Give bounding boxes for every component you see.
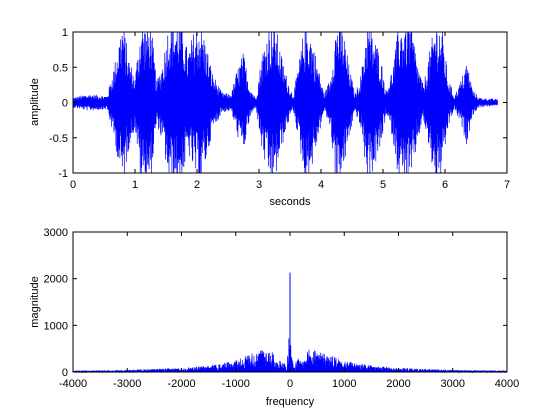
waveform-series [72, 31, 498, 174]
waveform-xtick-label: 5 [380, 179, 386, 191]
waveform-line [72, 31, 498, 174]
spectrum-ytick-label: 0 [62, 367, 68, 379]
spectrum-xtick-label: 4000 [495, 378, 519, 390]
spectrum-xlabel: frequency [266, 396, 315, 408]
spectrum-xtick-label: -1000 [222, 378, 250, 390]
spectrum-series [72, 272, 508, 374]
spectrum-xtick-label: -3000 [113, 378, 141, 390]
spectrum-ticks: -4000 -3000 -2000 -1000 0 1000 2000 3000 4000 300… [44, 227, 520, 390]
spectrum-xtick-label: 1000 [332, 378, 356, 390]
waveform-xtick-label: 2 [194, 179, 200, 191]
waveform-xlabel: seconds [270, 196, 311, 208]
waveform-ticks: 0 1 2 3 4 5 6 7 1 0.5 0 -0.5 -1 [49, 27, 510, 191]
waveform-xtick-label: 0 [70, 179, 76, 191]
waveform-ylabel: amplitude [29, 78, 41, 126]
spectrum-xtick-label: -2000 [167, 378, 195, 390]
spectrum-ytick-label: 2000 [44, 274, 68, 286]
waveform-xtick-label: 1 [132, 179, 138, 191]
spectrum-ytick-label: 3000 [44, 227, 68, 239]
waveform-ytick-label: 1 [62, 27, 68, 39]
spectrum-ytick-label: 1000 [44, 320, 68, 332]
spectrum-axes: -4000 -3000 -2000 -1000 0 1000 2000 3000 4000 300… [29, 227, 519, 408]
spectrum-ylabel: magnitude [29, 276, 41, 327]
spectrum-xtick-label: -4000 [59, 378, 87, 390]
waveform-xtick-label: 3 [256, 179, 262, 191]
spectrum-xtick-label: 2000 [386, 378, 410, 390]
waveform-xtick-label: 4 [318, 179, 324, 191]
waveform-ytick-label: -1 [58, 168, 68, 180]
waveform-ytick-label: 0 [62, 98, 68, 110]
waveform-axes: 0 1 2 3 4 5 6 7 1 0.5 0 -0.5 -1 seconds amplitude [29, 27, 510, 208]
waveform-xtick-label: 7 [504, 179, 510, 191]
waveform-ytick-label: -0.5 [49, 133, 68, 145]
spectrum-xtick-label: 3000 [441, 378, 465, 390]
waveform-xtick-label: 6 [442, 179, 448, 191]
waveform-ytick-label: 0.5 [53, 62, 68, 74]
spectrum-xtick-label: 0 [287, 378, 293, 390]
